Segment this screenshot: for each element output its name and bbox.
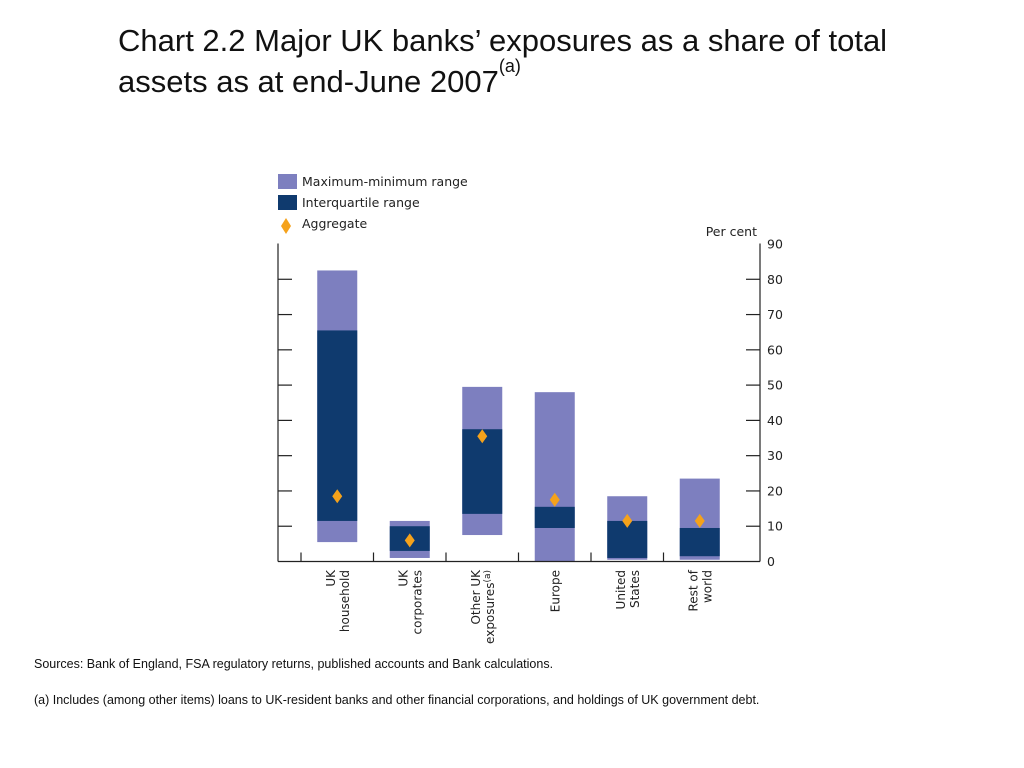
x-tick-label-line: exposures(a)	[483, 570, 497, 644]
chart-title-text: Chart 2.2 Major UK banks’ exposures as a…	[118, 23, 888, 99]
bar-interquartile-range	[462, 429, 503, 514]
y-tick-label: 50	[767, 378, 783, 393]
y-axis-unit-label: Per cent	[706, 224, 757, 239]
sources-note: Sources: Bank of England, FSA regulatory…	[34, 657, 554, 671]
y-tick-label: 60	[767, 342, 783, 357]
bar-min-max-range	[534, 392, 575, 562]
bar-interquartile-range	[679, 527, 720, 557]
x-tick-label: UK corporates	[396, 569, 424, 635]
x-tick-label-line: world	[700, 570, 714, 603]
x-tick-label-line: household	[338, 570, 352, 632]
legend-swatch-range	[278, 174, 297, 189]
legend-label-range: Maximum-minimum range	[302, 174, 468, 189]
aggregate-marker	[404, 533, 415, 548]
x-tick-label: Europe	[548, 570, 562, 612]
y-tick-label: 0	[767, 554, 775, 569]
y-tick-label: 20	[767, 483, 783, 498]
y-tick-label: 90	[767, 237, 783, 252]
x-tick-label-line: Rest of	[686, 569, 700, 611]
category-labels: UK household UK corporates Other UK exposures…	[324, 569, 715, 644]
x-tick-label-line: Europe	[548, 570, 562, 612]
x-tick-label-line: UK	[324, 569, 338, 587]
x-tick-label-line: Other UK	[469, 569, 483, 625]
aggregate-marker	[694, 513, 705, 528]
y-tick-label: 10	[767, 519, 783, 534]
aggregate-marker	[549, 492, 560, 507]
axes: 0 10 20 30 40 50 60 70 80 90 Per cent	[277, 224, 783, 569]
x-tick-label-line: corporates	[410, 570, 424, 634]
chart-title-footnote-mark: (a)	[498, 56, 521, 76]
y-tick-label: 30	[767, 448, 783, 463]
x-tick-label: UK household	[324, 569, 352, 632]
x-tick-label: United States	[614, 570, 642, 609]
y-tick-label: 70	[767, 307, 783, 322]
aggregate-marker	[477, 429, 488, 444]
bars	[317, 270, 720, 562]
y-tick-label: 40	[767, 413, 783, 428]
x-tick-label-line: States	[628, 570, 642, 608]
legend-swatch-aggregate	[281, 218, 291, 234]
footnote-a: (a) Includes (among other items) loans t…	[34, 693, 760, 707]
bar-interquartile-range	[317, 330, 358, 521]
x-tick-label-line: UK	[396, 569, 410, 587]
y-tick-label: 80	[767, 272, 783, 287]
aggregate-markers	[332, 429, 705, 548]
x-tick-label: Rest of world	[686, 569, 714, 611]
x-tick-label: Other UK exposures(a)	[469, 569, 497, 644]
legend-swatch-iqr	[278, 195, 297, 210]
bar-interquartile-range	[534, 506, 575, 528]
legend-label-aggregate: Aggregate	[302, 216, 367, 231]
chart: Maximum-minimum range Interquartile range…	[277, 174, 783, 644]
chart-title: Chart 2.2 Major UK banks’ exposures as a…	[118, 20, 978, 102]
legend: Maximum-minimum range Interquartile range…	[278, 174, 468, 234]
aggregate-marker	[332, 489, 343, 504]
x-tick-label-line: United	[614, 570, 628, 609]
legend-label-iqr: Interquartile range	[302, 195, 420, 210]
aggregate-marker	[622, 513, 633, 528]
